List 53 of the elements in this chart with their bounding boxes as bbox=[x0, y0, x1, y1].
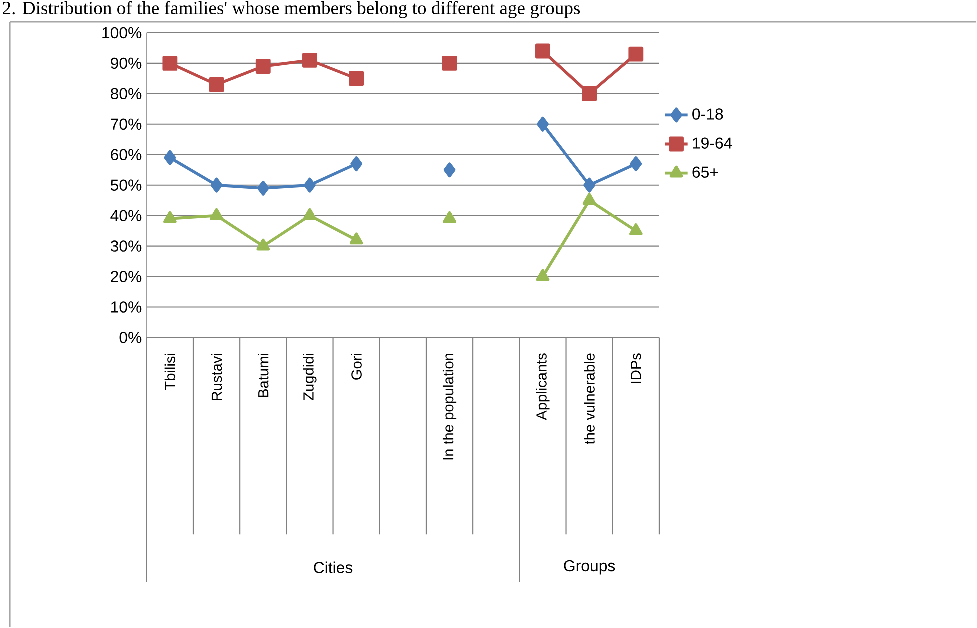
x-tick-label: Batumi bbox=[258, 354, 269, 398]
point bbox=[164, 150, 176, 166]
point bbox=[630, 223, 643, 236]
point bbox=[164, 211, 177, 224]
point bbox=[536, 269, 550, 282]
y-tick-label: 0% bbox=[120, 332, 142, 344]
point bbox=[304, 178, 316, 193]
x-tick-label: Zugdidi bbox=[303, 354, 317, 400]
point bbox=[582, 192, 596, 205]
point bbox=[443, 211, 456, 224]
point bbox=[442, 56, 458, 71]
point bbox=[256, 58, 271, 74]
point bbox=[628, 46, 644, 62]
point bbox=[302, 52, 318, 68]
point bbox=[536, 44, 550, 59]
y-tick-label: 30% bbox=[110, 240, 142, 252]
x-tick-label: the vulnerable bbox=[584, 354, 595, 444]
point bbox=[303, 208, 317, 220]
y-tick-label: 10% bbox=[112, 301, 142, 313]
point bbox=[209, 77, 224, 92]
x-tick-label: Gori bbox=[351, 354, 362, 380]
point bbox=[584, 178, 596, 193]
x-tick-label: IDPs bbox=[631, 353, 642, 384]
point bbox=[256, 238, 270, 251]
y-tick-label: 20% bbox=[111, 271, 142, 282]
point bbox=[349, 71, 364, 86]
text: Cities bbox=[314, 562, 353, 574]
x-tick-label: Tbilisi bbox=[164, 354, 176, 390]
y-tick-label: 80% bbox=[111, 88, 142, 100]
text: Groups bbox=[564, 560, 616, 575]
point bbox=[162, 56, 178, 71]
point bbox=[350, 232, 364, 245]
x-tick-label: In the population bbox=[442, 354, 457, 460]
x-tick-label: Applicants bbox=[536, 353, 550, 420]
legend-label: 0-18 bbox=[692, 108, 724, 120]
legend-label: 19-64 bbox=[693, 138, 732, 149]
legend-label: 65+ bbox=[692, 166, 718, 178]
point bbox=[444, 162, 456, 178]
y-tick-label: 90% bbox=[111, 58, 142, 69]
y-tick-label: 70% bbox=[111, 118, 142, 130]
y-tick-label: 100% bbox=[102, 27, 142, 38]
x-tick-label: Rustavi bbox=[211, 354, 222, 400]
y-tick-label: 60% bbox=[111, 149, 142, 160]
point bbox=[582, 86, 598, 102]
point bbox=[210, 178, 223, 193]
y-tick-label: 50% bbox=[110, 180, 142, 191]
point bbox=[630, 156, 642, 172]
point bbox=[537, 116, 549, 132]
point bbox=[350, 156, 363, 172]
chart-title: 2. Distribution of the families' whose members belong to different age groups bbox=[3, 1, 580, 18]
y-tick-label: 40% bbox=[110, 210, 142, 222]
point bbox=[210, 208, 224, 220]
point bbox=[257, 180, 270, 196]
